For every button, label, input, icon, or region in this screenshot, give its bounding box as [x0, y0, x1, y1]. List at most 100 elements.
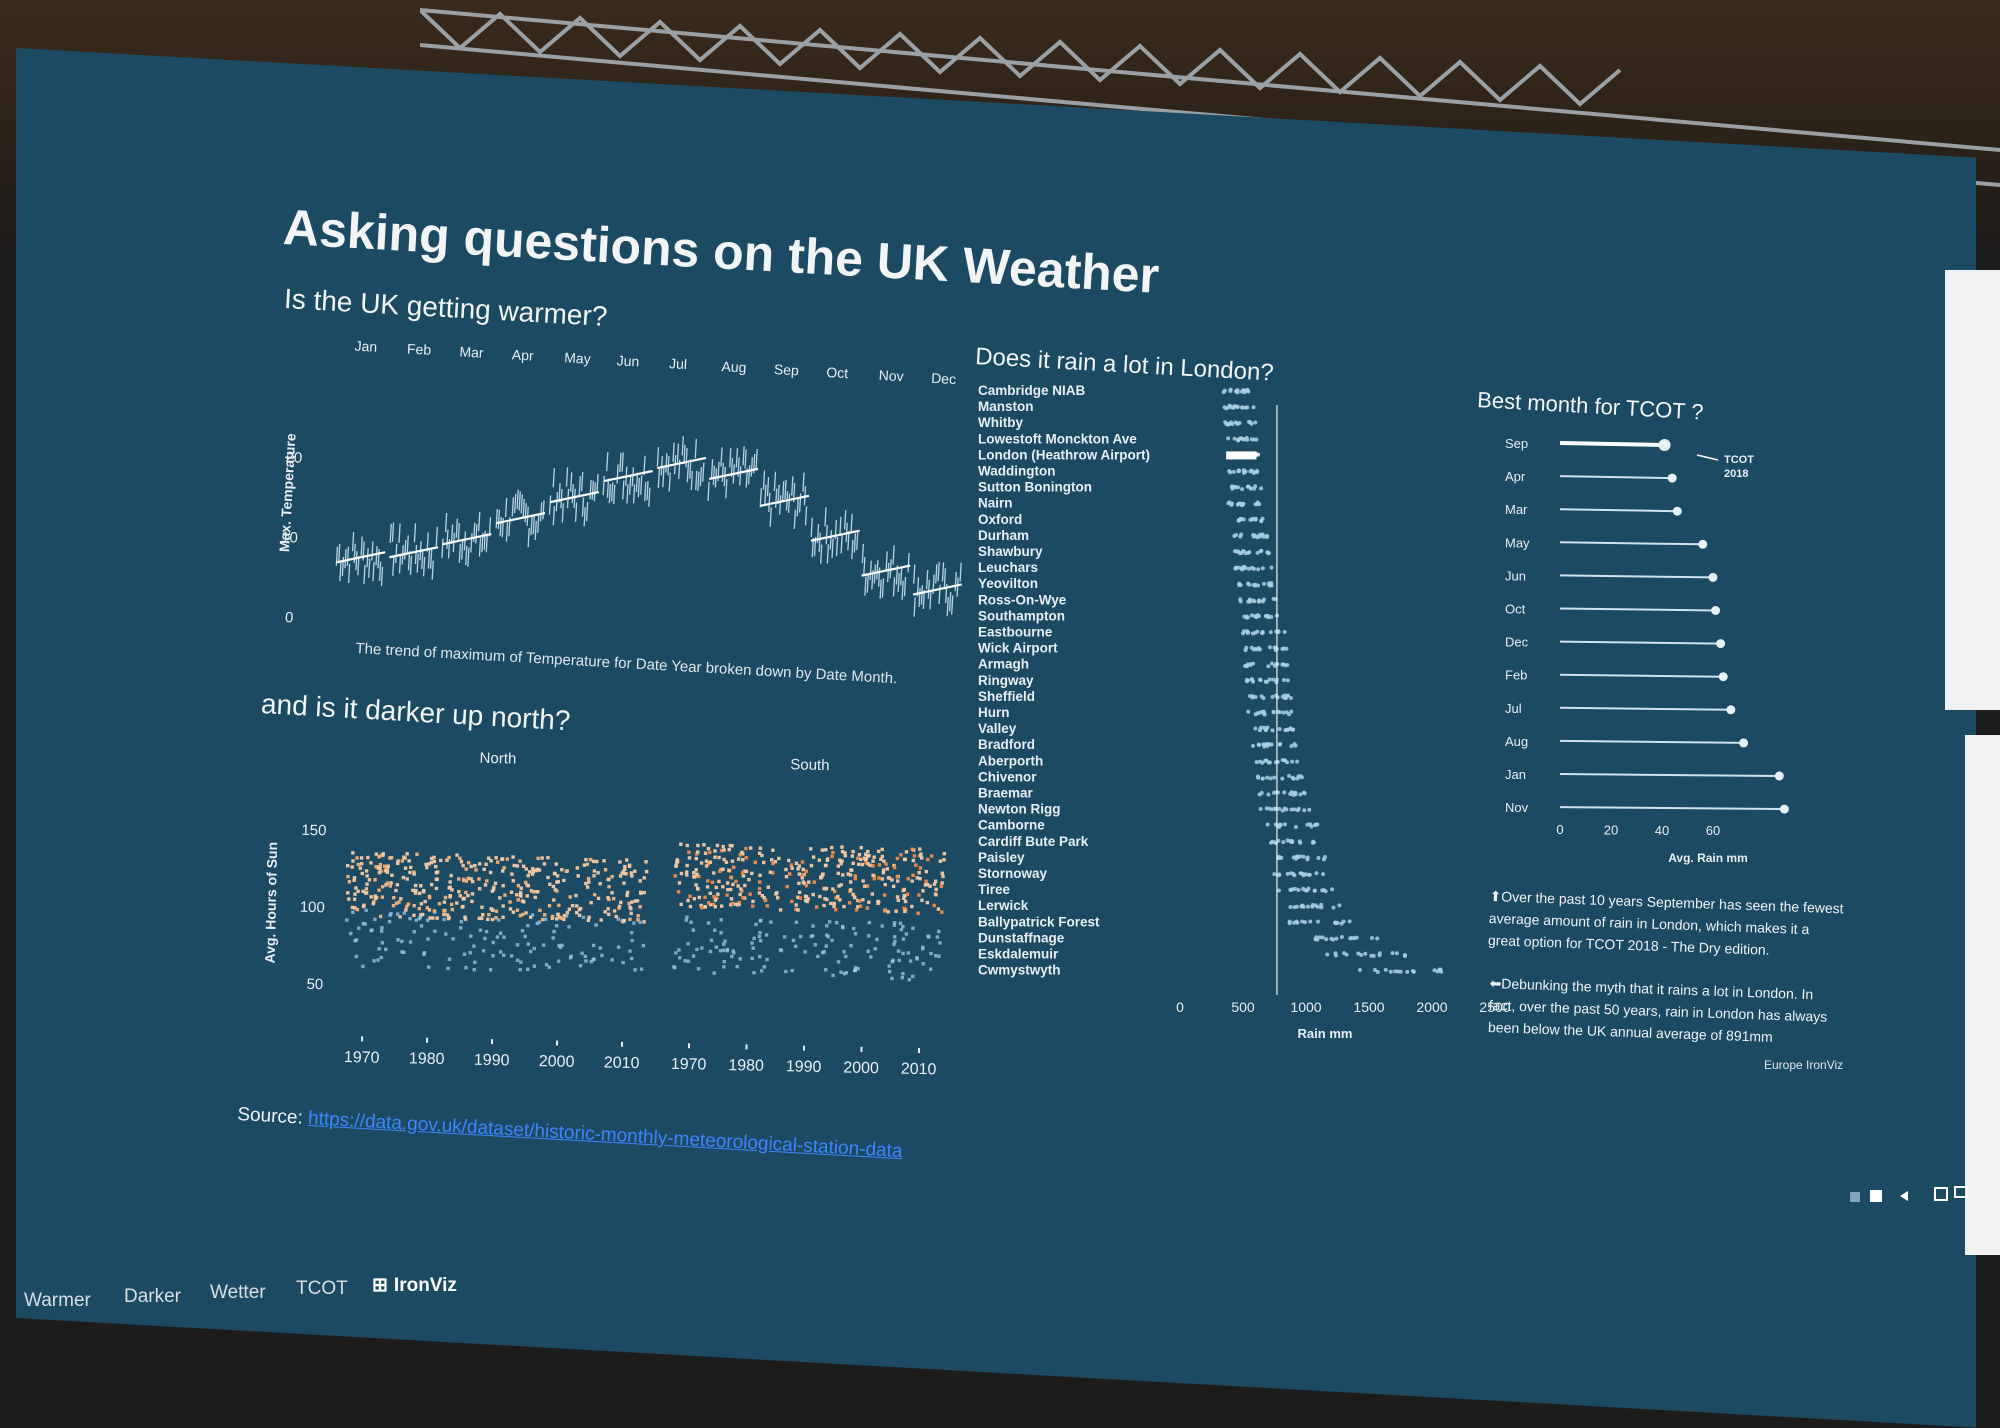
sun-point	[386, 881, 389, 884]
sun-point	[722, 949, 725, 952]
sun-point	[824, 848, 827, 851]
station-label: Ballypatrick Forest	[978, 914, 1100, 929]
sun-point	[499, 950, 502, 953]
rain-point	[1290, 839, 1294, 843]
rain-point	[1432, 968, 1436, 972]
sun-point	[860, 846, 863, 849]
rain-point	[1375, 937, 1379, 941]
sun-point	[751, 900, 754, 903]
temperature-spike	[886, 551, 887, 570]
tab-warmer[interactable]: Warmer	[24, 1290, 91, 1312]
sun-point	[943, 852, 946, 855]
tcot-bar	[1560, 542, 1703, 544]
sun-point	[692, 875, 695, 878]
sun-point	[805, 900, 808, 903]
temperature-spike	[888, 563, 889, 582]
toolbar-share-icon	[1955, 1187, 1967, 1197]
rain-point	[1438, 968, 1442, 972]
rain-point	[1246, 581, 1250, 585]
toolbar-back-icon	[1900, 1191, 1908, 1201]
sun-point	[716, 892, 719, 895]
sun-point	[474, 868, 477, 871]
tcot-month-label: Feb	[1505, 668, 1527, 683]
sun-point	[489, 859, 492, 862]
sun-point	[582, 916, 585, 919]
sun-point	[735, 965, 738, 968]
rain-point	[1269, 583, 1273, 587]
sun-point	[560, 868, 563, 871]
tab-ironviz[interactable]: ⊞IronViz	[372, 1274, 457, 1297]
rain-point	[1334, 953, 1338, 957]
sun-point	[407, 859, 410, 862]
rain-point	[1269, 566, 1273, 570]
sun-point	[849, 944, 852, 947]
temperature-spike	[832, 539, 833, 558]
sun-point	[563, 914, 566, 917]
sun-point	[413, 930, 416, 933]
tcot-dot	[1716, 639, 1725, 648]
tcot-bar	[1560, 642, 1721, 644]
rain-point	[1272, 872, 1276, 876]
temperature-spike	[657, 447, 658, 466]
rain-point	[1255, 760, 1259, 764]
sun-point	[832, 905, 835, 908]
sun-point	[546, 876, 549, 879]
temperature-spike	[661, 456, 662, 475]
sun-point	[555, 862, 558, 865]
sun-point	[882, 860, 885, 863]
sun-point	[919, 866, 922, 869]
rain-point	[1227, 469, 1231, 473]
sun-point	[929, 967, 932, 970]
sun-point	[803, 950, 806, 953]
sun-point	[796, 867, 799, 870]
sun-point	[837, 960, 840, 963]
sun-point	[739, 957, 742, 960]
sun-point	[687, 960, 690, 963]
tab-wetter[interactable]: Wetter	[210, 1282, 266, 1304]
rain-point	[1399, 970, 1403, 974]
temperature-spike	[603, 476, 604, 495]
temperature-spike	[944, 568, 945, 587]
temperature-spike	[567, 467, 568, 486]
sun-point	[920, 898, 923, 901]
sun-point	[725, 893, 728, 896]
temperature-spike	[845, 510, 846, 529]
sun-point	[350, 865, 353, 868]
tab-darker[interactable]: Darker	[124, 1286, 181, 1308]
sun-point	[412, 914, 415, 917]
tab-ironviz-label: IronViz	[394, 1275, 457, 1296]
sun-point	[361, 890, 364, 893]
sun-point	[686, 899, 689, 902]
tab-tcot[interactable]: TCOT	[296, 1278, 348, 1300]
station-label: Lerwick	[978, 898, 1029, 913]
sun-point	[516, 943, 519, 946]
sun-point	[937, 930, 940, 933]
temperature-spike	[632, 467, 633, 486]
temperature-spike	[587, 502, 588, 521]
rain-point	[1264, 727, 1268, 731]
sun-point	[415, 853, 418, 856]
sun-point	[562, 879, 565, 882]
sun-point	[462, 897, 465, 900]
sun-point	[639, 892, 642, 895]
sun-point	[623, 868, 626, 871]
sun-point	[851, 893, 854, 896]
temperature-spike	[841, 534, 842, 553]
sun-point	[896, 875, 899, 878]
sun-point	[446, 967, 449, 970]
sun-point	[821, 848, 824, 851]
sun-point	[731, 859, 734, 862]
sun-point	[630, 871, 633, 874]
sun-point	[466, 894, 469, 897]
sun-point	[758, 891, 761, 894]
sun-point	[848, 901, 851, 904]
temperature-spike	[340, 562, 341, 581]
sun-point	[795, 921, 798, 924]
tcot-month-label: Apr	[1505, 469, 1526, 484]
sun-point	[712, 871, 715, 874]
sun-point	[886, 910, 889, 913]
sun-point	[835, 921, 838, 924]
sun-point	[459, 894, 462, 897]
sun-point	[732, 951, 735, 954]
rain-point	[1269, 630, 1273, 634]
